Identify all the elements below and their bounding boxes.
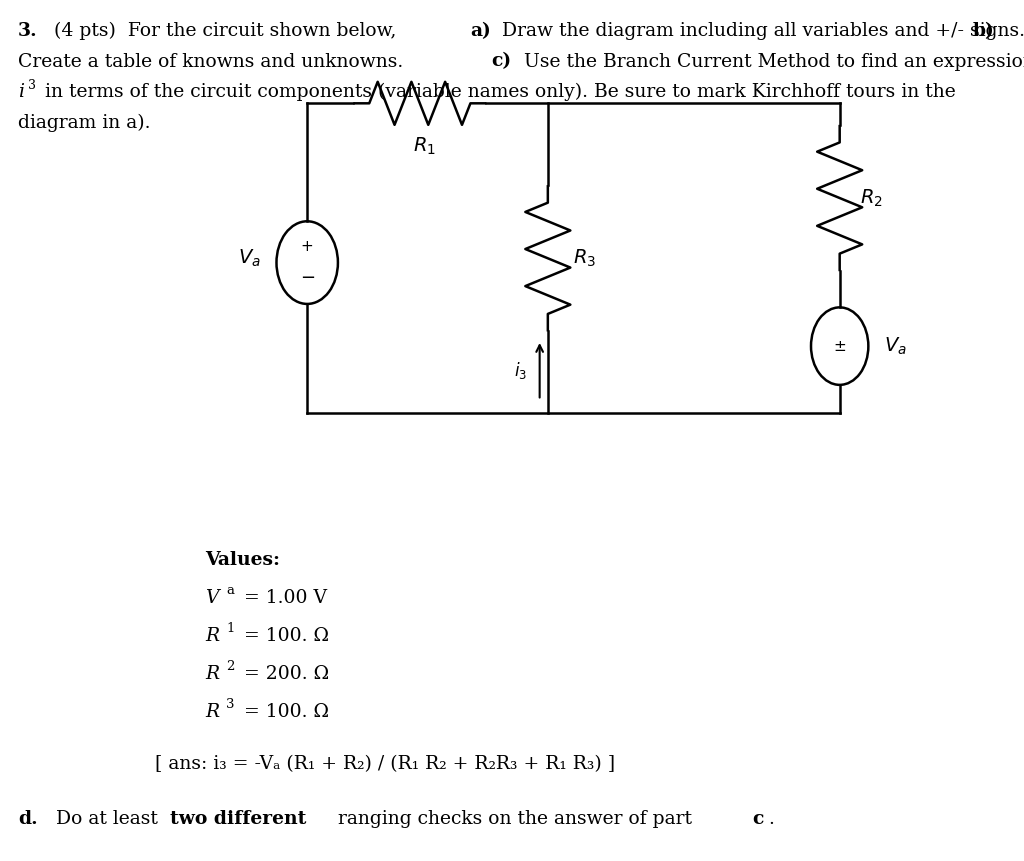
Text: −: − — [300, 269, 314, 288]
Text: R: R — [205, 627, 219, 645]
Text: $V_a$: $V_a$ — [239, 248, 261, 269]
Text: Values:: Values: — [205, 551, 280, 569]
Text: Create a table of knowns and unknowns.: Create a table of knowns and unknowns. — [18, 53, 416, 71]
Text: [ ans: i₃ = -Vₐ (R₁ + R₂) / (R₁ R₂ + R₂R₃ + R₁ R₃) ]: [ ans: i₃ = -Vₐ (R₁ + R₂) / (R₁ R₂ + R₂R… — [155, 755, 615, 773]
Text: Draw the diagram including all variables and +/- signs.: Draw the diagram including all variables… — [496, 22, 1024, 40]
Text: $R_1$: $R_1$ — [414, 136, 436, 158]
Text: = 100. Ω: = 100. Ω — [238, 703, 329, 721]
Text: $R_3$: $R_3$ — [573, 248, 597, 269]
Text: ±: ± — [834, 338, 846, 354]
Text: c): c) — [490, 53, 511, 71]
Text: .: . — [768, 810, 774, 828]
Text: Do at least: Do at least — [50, 810, 164, 828]
Text: = 200. Ω: = 200. Ω — [238, 665, 329, 683]
Text: diagram in a).: diagram in a). — [18, 114, 151, 132]
Text: i: i — [18, 83, 24, 101]
Text: ranging checks on the answer of part: ranging checks on the answer of part — [332, 810, 698, 828]
Text: c: c — [752, 810, 763, 828]
Text: = 100. Ω: = 100. Ω — [238, 627, 329, 645]
Text: $V_a$: $V_a$ — [884, 336, 906, 356]
Text: 1: 1 — [226, 622, 234, 635]
Text: 3.: 3. — [18, 22, 38, 40]
Text: (4 pts)  For the circuit shown below,: (4 pts) For the circuit shown below, — [48, 22, 402, 40]
Text: = 1.00 V: = 1.00 V — [238, 589, 327, 607]
Text: $R_2$: $R_2$ — [860, 188, 883, 208]
Text: R: R — [205, 665, 219, 683]
Text: R: R — [205, 703, 219, 721]
Text: a: a — [226, 584, 234, 597]
Text: b): b) — [973, 22, 994, 40]
Text: in terms of the circuit components (variable names only). Be sure to mark Kirchh: in terms of the circuit components (vari… — [39, 83, 955, 102]
Text: 2: 2 — [226, 660, 234, 672]
Text: two different: two different — [170, 810, 306, 828]
Text: 3: 3 — [226, 697, 234, 710]
Text: Use the Branch Current Method to find an expression for: Use the Branch Current Method to find an… — [518, 53, 1024, 71]
Text: +: + — [301, 239, 313, 254]
Text: d.: d. — [18, 810, 38, 828]
Text: $i_3$: $i_3$ — [514, 360, 527, 381]
Text: V: V — [205, 589, 218, 607]
Text: a): a) — [470, 22, 490, 40]
Text: 3: 3 — [28, 78, 36, 91]
